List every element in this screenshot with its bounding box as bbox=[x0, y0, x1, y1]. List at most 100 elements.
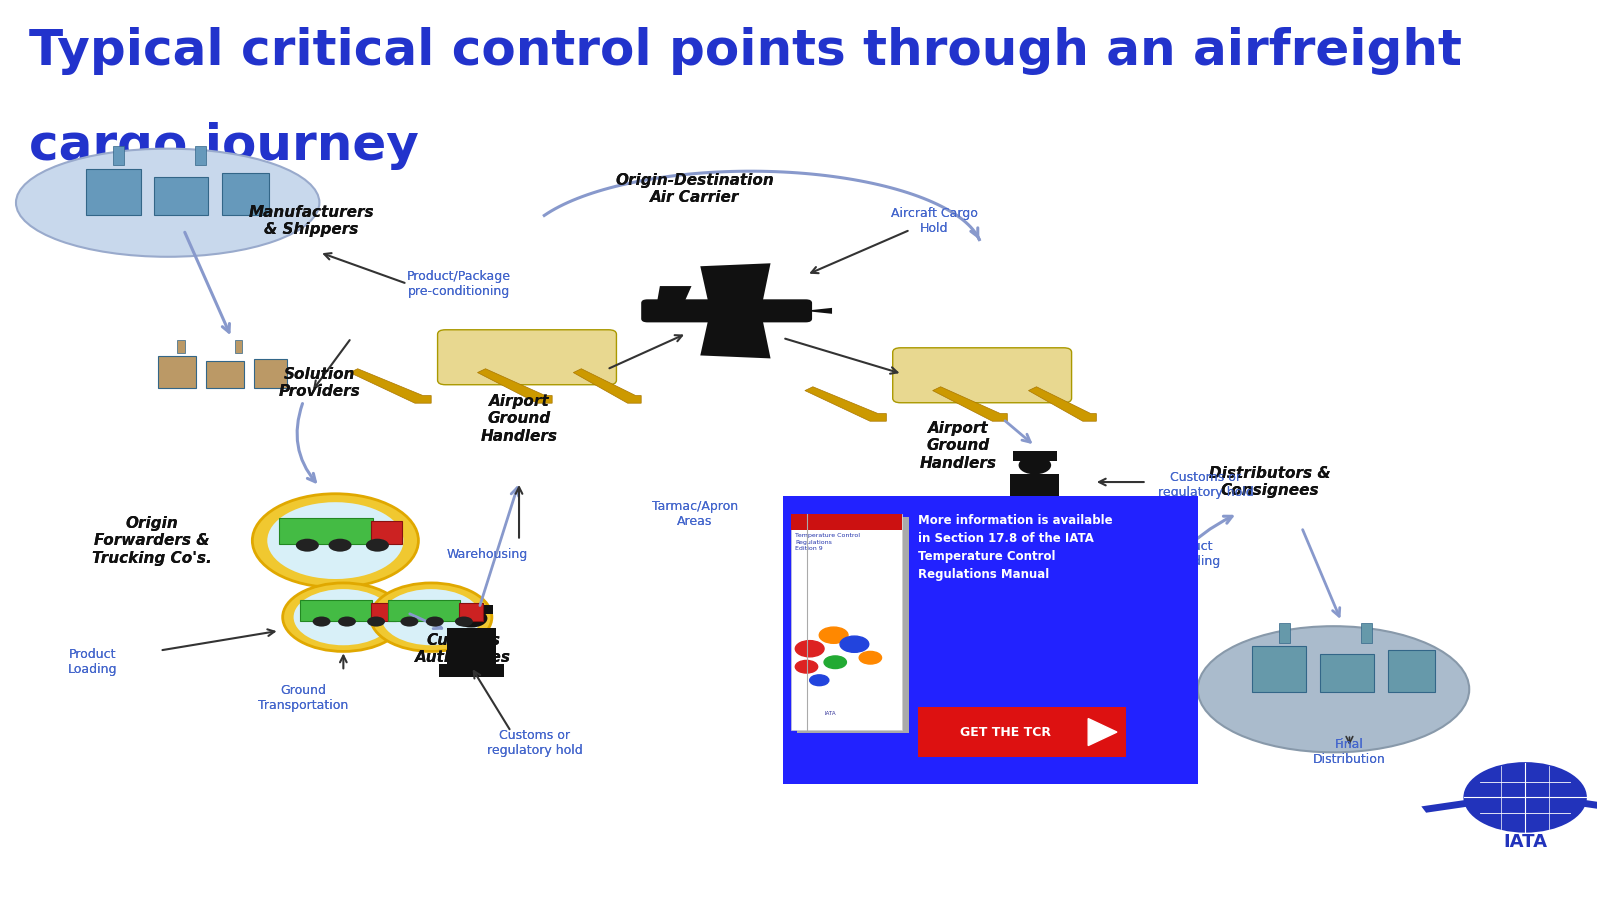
Text: Customs
Authorities: Customs Authorities bbox=[415, 633, 511, 665]
Ellipse shape bbox=[16, 149, 319, 257]
Circle shape bbox=[371, 583, 492, 651]
FancyBboxPatch shape bbox=[300, 600, 372, 621]
Circle shape bbox=[294, 589, 393, 645]
FancyBboxPatch shape bbox=[177, 340, 185, 353]
Text: Customs or
regulatory hold: Customs or regulatory hold bbox=[487, 729, 583, 758]
FancyBboxPatch shape bbox=[791, 514, 902, 730]
Circle shape bbox=[455, 609, 487, 627]
Polygon shape bbox=[573, 369, 642, 404]
Ellipse shape bbox=[1198, 626, 1469, 752]
Text: Ground
Transportation: Ground Transportation bbox=[858, 576, 947, 605]
FancyBboxPatch shape bbox=[153, 177, 208, 214]
Text: Aircraft Cargo
Hold: Aircraft Cargo Hold bbox=[891, 206, 977, 235]
FancyBboxPatch shape bbox=[918, 707, 1126, 757]
Circle shape bbox=[382, 589, 481, 645]
Text: Final
Distribution: Final Distribution bbox=[1313, 738, 1386, 767]
Circle shape bbox=[945, 673, 1067, 742]
Text: Customs
Authorities: Customs Authorities bbox=[974, 497, 1070, 530]
Text: Manufacturers
& Shippers: Manufacturers & Shippers bbox=[249, 205, 374, 237]
Circle shape bbox=[1064, 706, 1081, 716]
Circle shape bbox=[977, 587, 1115, 665]
Polygon shape bbox=[1421, 800, 1469, 813]
Text: Aircraft Cargo
Hold: Aircraft Cargo Hold bbox=[891, 206, 977, 235]
Text: Manufacturers
& Shippers: Manufacturers & Shippers bbox=[249, 205, 374, 237]
FancyBboxPatch shape bbox=[206, 361, 244, 388]
Text: Product
Unloading: Product Unloading bbox=[1158, 540, 1222, 569]
FancyBboxPatch shape bbox=[254, 359, 287, 388]
Text: Customs or
regulatory hold: Customs or regulatory hold bbox=[1158, 470, 1254, 499]
Text: Solution
Providers: Solution Providers bbox=[278, 367, 361, 399]
Text: Product/Package
pre-conditioning: Product/Package pre-conditioning bbox=[407, 269, 511, 298]
Circle shape bbox=[840, 636, 869, 652]
Circle shape bbox=[295, 539, 319, 551]
Circle shape bbox=[339, 616, 356, 626]
Text: Destination
Forwarders &
Trucking Co's: Destination Forwarders & Trucking Co's bbox=[877, 678, 992, 728]
Circle shape bbox=[859, 651, 882, 664]
Circle shape bbox=[426, 616, 444, 626]
FancyBboxPatch shape bbox=[447, 627, 495, 666]
Circle shape bbox=[329, 539, 351, 551]
Circle shape bbox=[819, 627, 848, 643]
Text: IATA: IATA bbox=[1503, 833, 1547, 851]
Polygon shape bbox=[933, 387, 1008, 422]
FancyBboxPatch shape bbox=[449, 605, 493, 614]
FancyBboxPatch shape bbox=[371, 521, 402, 544]
Polygon shape bbox=[1088, 719, 1116, 746]
Polygon shape bbox=[656, 287, 692, 306]
Text: Destination
Forwarders &
Trucking Co's: Destination Forwarders & Trucking Co's bbox=[877, 678, 992, 728]
Circle shape bbox=[1044, 679, 1143, 735]
Circle shape bbox=[366, 539, 390, 551]
FancyBboxPatch shape bbox=[963, 690, 1035, 711]
Text: Temperature Control
Regulations
Edition 9: Temperature Control Regulations Edition … bbox=[795, 533, 861, 551]
Circle shape bbox=[313, 616, 331, 626]
FancyBboxPatch shape bbox=[458, 603, 484, 621]
FancyBboxPatch shape bbox=[1279, 623, 1290, 642]
Circle shape bbox=[957, 679, 1056, 735]
Circle shape bbox=[283, 583, 404, 651]
Text: Product
Loading: Product Loading bbox=[69, 648, 117, 677]
Text: Airport
Ground
Handlers: Airport Ground Handlers bbox=[481, 394, 557, 444]
Circle shape bbox=[367, 616, 385, 626]
FancyBboxPatch shape bbox=[642, 299, 813, 323]
Text: Distributors &
Consignees: Distributors & Consignees bbox=[1209, 466, 1330, 498]
FancyBboxPatch shape bbox=[791, 514, 902, 530]
Polygon shape bbox=[1581, 800, 1597, 813]
Circle shape bbox=[1118, 706, 1135, 716]
Text: Solution
Providers: Solution Providers bbox=[278, 367, 361, 399]
FancyBboxPatch shape bbox=[195, 146, 206, 165]
FancyBboxPatch shape bbox=[1361, 623, 1372, 642]
FancyBboxPatch shape bbox=[113, 146, 125, 165]
Circle shape bbox=[1089, 706, 1107, 716]
Text: Origin
Forwarders &
Trucking Co's.: Origin Forwarders & Trucking Co's. bbox=[93, 515, 211, 566]
Text: Customs
Authorities: Customs Authorities bbox=[974, 497, 1070, 530]
FancyBboxPatch shape bbox=[388, 600, 460, 621]
Circle shape bbox=[1019, 456, 1051, 474]
Text: Product/Package
pre-conditioning: Product/Package pre-conditioning bbox=[407, 269, 511, 298]
FancyBboxPatch shape bbox=[797, 517, 909, 733]
Text: Ground
Transportation: Ground Transportation bbox=[858, 576, 947, 605]
Circle shape bbox=[1040, 624, 1062, 637]
Text: Ground
Transportation: Ground Transportation bbox=[259, 684, 348, 713]
FancyBboxPatch shape bbox=[1051, 690, 1123, 711]
Polygon shape bbox=[805, 387, 886, 422]
Polygon shape bbox=[699, 315, 770, 359]
FancyBboxPatch shape bbox=[783, 496, 1198, 784]
FancyBboxPatch shape bbox=[438, 330, 616, 385]
Circle shape bbox=[1001, 706, 1019, 716]
Text: cargo journey: cargo journey bbox=[29, 122, 418, 169]
FancyBboxPatch shape bbox=[1033, 693, 1059, 711]
Polygon shape bbox=[699, 263, 770, 306]
Circle shape bbox=[795, 660, 818, 673]
Text: Origin-Destination
Air Carrier: Origin-Destination Air Carrier bbox=[615, 173, 775, 205]
Text: Customs
Authorities: Customs Authorities bbox=[415, 633, 511, 665]
FancyBboxPatch shape bbox=[235, 340, 243, 353]
Text: Tarmac/Apron
Areas: Tarmac/Apron Areas bbox=[652, 499, 738, 528]
Circle shape bbox=[1464, 763, 1586, 832]
FancyBboxPatch shape bbox=[86, 168, 141, 214]
FancyBboxPatch shape bbox=[893, 348, 1072, 403]
Circle shape bbox=[252, 494, 418, 587]
FancyBboxPatch shape bbox=[158, 356, 196, 388]
Polygon shape bbox=[478, 369, 553, 404]
Text: GET THE TCR: GET THE TCR bbox=[960, 725, 1051, 739]
Text: Warehousing: Warehousing bbox=[447, 548, 527, 560]
